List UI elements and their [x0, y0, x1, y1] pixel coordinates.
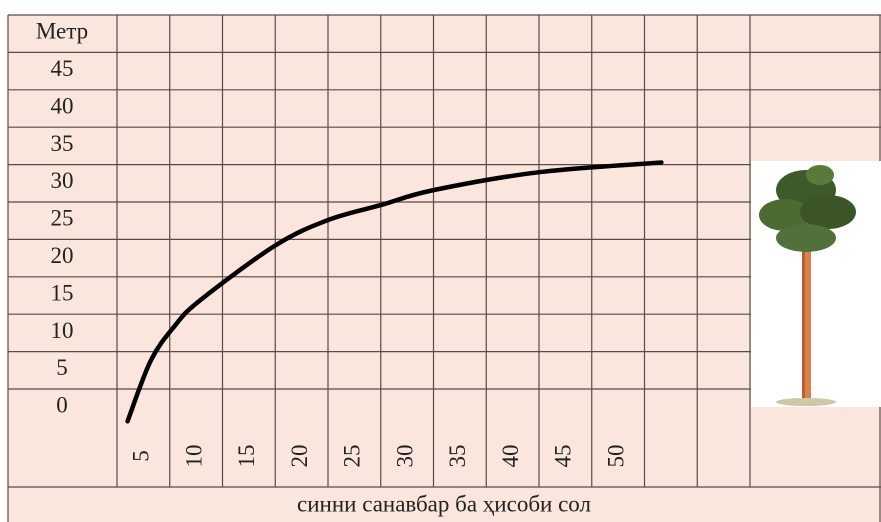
y-tick-label: 15	[51, 280, 74, 305]
y-tick-label: 0	[56, 393, 68, 418]
y-tick-label: 40	[51, 93, 74, 118]
y-tick-label: 30	[51, 168, 74, 193]
x-tick-label: 50	[603, 445, 628, 468]
x-tick-label: 25	[340, 445, 365, 468]
tree-picture	[751, 161, 881, 407]
page: {"chart_data": {"type": "line", "y_label…	[0, 0, 881, 522]
y-tick-label: 35	[51, 131, 74, 156]
x-tick-label: 15	[234, 445, 259, 468]
y-tick-label: 45	[51, 56, 74, 81]
x-tick-label: 35	[445, 445, 470, 468]
y-axis-title: Метр	[36, 18, 88, 43]
x-tick-label: 10	[181, 445, 206, 468]
x-tick-label: 40	[498, 445, 523, 468]
x-tick-label: 5	[129, 450, 154, 462]
y-tick-label: 10	[51, 318, 74, 343]
chart: Метр синни санавбар ба ҳисоби сол 0 5 10 15…	[0, 0, 881, 522]
y-tick-label: 20	[51, 243, 74, 268]
y-tick-label: 25	[51, 206, 74, 231]
y-tick-label: 5	[56, 355, 68, 380]
x-tick-label: 30	[392, 445, 417, 468]
x-tick-label: 20	[287, 445, 312, 468]
x-tick-label: 45	[551, 445, 576, 468]
x-axis-title: синни санавбар ба ҳисоби сол	[297, 491, 591, 516]
